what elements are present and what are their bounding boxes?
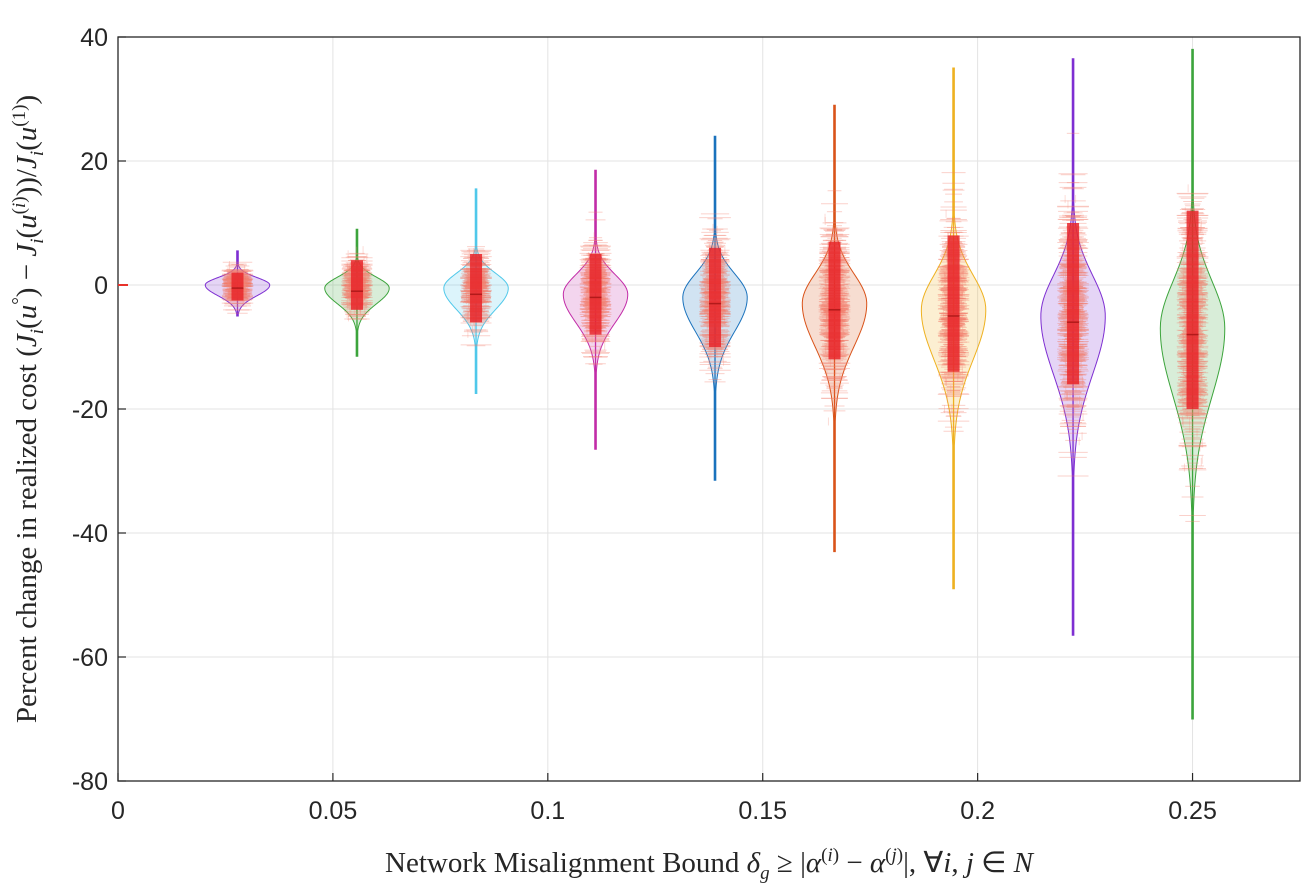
x-tick-label: 0.2 <box>960 797 995 825</box>
y-tick-label: 0 <box>94 272 108 300</box>
violin-6 <box>801 104 868 553</box>
x-tick-label: 0.15 <box>738 797 787 825</box>
violin-iqr-bar <box>350 260 363 310</box>
violin-iqr-bar <box>828 241 841 360</box>
x-tick-label: 0 <box>111 797 125 825</box>
violin-iqr-bar <box>1067 223 1080 385</box>
y-tick-label: -60 <box>72 644 108 672</box>
violin-5 <box>682 135 748 481</box>
x-tick-label: 0.05 <box>309 797 358 825</box>
axis-ticks: 0 0.05 0.1 0.15 0.2 0.25 40 20 0 -20 -40 -60 -80 <box>72 24 1217 825</box>
violin-7 <box>920 67 987 590</box>
violin-iqr-bar <box>947 235 960 372</box>
violin-2 <box>324 228 390 357</box>
x-tick-label: 0.1 <box>530 797 565 825</box>
violins <box>204 48 1226 720</box>
violin-1 <box>204 250 271 317</box>
y-tick-label: 20 <box>80 148 108 176</box>
y-tick-label: 40 <box>80 24 108 52</box>
y-axis-label: Percent change in realized cost (Ji(u°) … <box>9 95 48 723</box>
violin-iqr-bar <box>589 254 602 335</box>
violin-3 <box>443 188 509 394</box>
violin-iqr-bar <box>709 247 722 347</box>
violin-9 <box>1159 48 1226 720</box>
violin-iqr-bar <box>1186 210 1199 409</box>
violin-iqr-bar <box>470 254 483 323</box>
grid-lines <box>118 37 1300 781</box>
x-axis-label: Network Misalignment Bound δg ≥ |α(i) − … <box>385 845 1035 884</box>
violin-8 <box>1040 58 1106 636</box>
y-tick-label: -20 <box>72 396 108 424</box>
y-tick-label: -80 <box>72 768 108 796</box>
x-tick-label: 0.25 <box>1168 797 1217 825</box>
violin-4 <box>562 169 629 450</box>
violin-iqr-bar <box>231 272 244 301</box>
y-tick-label: -40 <box>72 520 108 548</box>
